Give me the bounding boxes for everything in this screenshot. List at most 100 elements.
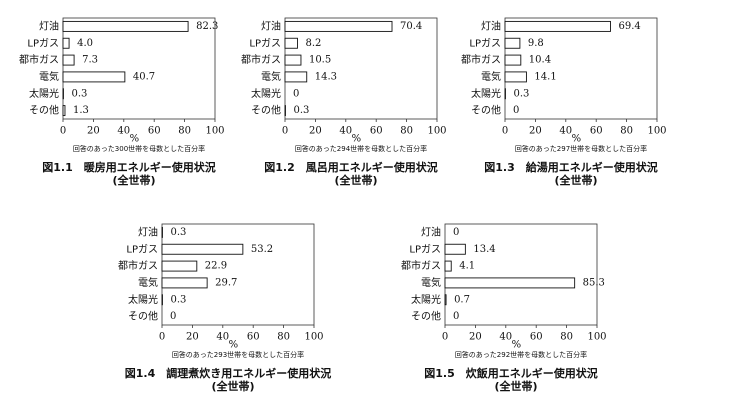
- x-tick-label: 60: [530, 332, 543, 343]
- x-tick-label: 40: [216, 332, 229, 343]
- category-label: 都市ガス: [118, 259, 158, 272]
- category-label: 灯油: [138, 225, 158, 238]
- x-tick-label: 0: [442, 332, 448, 343]
- value-label: 4.0: [77, 38, 93, 49]
- x-tick-label: 0: [282, 126, 288, 137]
- bar: [284, 37, 298, 49]
- x-tick-label: 40: [499, 332, 512, 343]
- x-axis-label: %: [130, 134, 140, 145]
- bar: [62, 105, 66, 117]
- value-label: 1.3: [73, 105, 89, 116]
- bar: [504, 54, 522, 66]
- category-label: 灯油: [39, 19, 59, 32]
- plot-frame: [284, 17, 438, 120]
- category-label: LPガス: [409, 243, 441, 255]
- chart-subtitle: (全世帯): [494, 379, 537, 393]
- note: 回答のあった297世帯を母数とした百分率: [515, 144, 647, 153]
- value-label: 82.3: [196, 21, 218, 32]
- value-label: 0: [513, 105, 519, 116]
- value-label: 0.3: [513, 88, 529, 99]
- category-label: 都市ガス: [19, 53, 59, 66]
- bar: [161, 243, 244, 255]
- value-label: 13.4: [473, 244, 495, 255]
- chart-title: 図1.3 給湯用エネルギー使用状況: [484, 160, 658, 174]
- category-label: LPガス: [126, 243, 158, 255]
- bar: [284, 54, 302, 66]
- x-tick-label: 0: [159, 332, 165, 343]
- x-tick-label: 100: [587, 332, 606, 343]
- category-label: その他: [251, 104, 281, 117]
- x-tick-label: 20: [529, 126, 542, 137]
- bar: [504, 37, 521, 49]
- value-label: 9.8: [528, 38, 544, 49]
- value-label: 69.4: [618, 21, 640, 32]
- chart-subtitle: (全世帯): [112, 173, 155, 187]
- value-label: 70.4: [400, 21, 422, 32]
- value-label: 0.3: [71, 88, 87, 99]
- bar: [444, 294, 447, 306]
- value-label: 14.1: [534, 71, 556, 82]
- x-tick-label: 100: [427, 126, 446, 137]
- x-tick-label: 40: [559, 126, 572, 137]
- x-tick-label: 40: [339, 126, 352, 137]
- note: 回答のあった300世帯を母数とした百分率: [73, 144, 205, 153]
- x-axis-label: %: [572, 134, 582, 145]
- x-tick-label: 0: [60, 126, 66, 137]
- note: 回答のあった294世帯を母数とした百分率: [295, 144, 427, 153]
- value-label: 8.2: [305, 38, 321, 49]
- value-label: 40.7: [133, 71, 155, 82]
- category-label: 太陽光: [251, 87, 281, 100]
- chart-title: 図1.5 炊飯用エネルギー使用状況: [424, 366, 598, 380]
- value-label: 10.5: [309, 55, 331, 66]
- bar: [62, 71, 126, 83]
- value-label: 0: [453, 311, 459, 322]
- value-label: 7.3: [82, 55, 98, 66]
- category-label: その他: [471, 104, 501, 117]
- x-tick-label: 20: [186, 332, 199, 343]
- x-tick-label: 60: [148, 126, 161, 137]
- x-tick-label: 40: [117, 126, 130, 137]
- bar: [62, 54, 75, 66]
- bar: [284, 20, 393, 32]
- x-tick-label: 100: [647, 126, 666, 137]
- chart-title: 図1.4 調理煮炊き用エネルギー使用状況: [125, 366, 332, 380]
- category-label: LPガス: [27, 37, 59, 49]
- category-label: 電気: [138, 276, 158, 289]
- category-label: その他: [411, 310, 441, 323]
- category-label: 灯油: [481, 19, 501, 32]
- chart-subtitle: (全世帯): [211, 379, 254, 393]
- value-label: 10.4: [529, 55, 551, 66]
- plot-frame: [444, 223, 598, 326]
- plot-frame: [62, 17, 216, 120]
- x-tick-label: 100: [205, 126, 224, 137]
- note: 回答のあった293世帯を母数とした百分率: [172, 350, 304, 359]
- category-label: LPガス: [469, 37, 501, 49]
- value-label: 4.1: [459, 261, 475, 272]
- x-tick-label: 80: [620, 126, 633, 137]
- x-tick-label: 60: [247, 332, 260, 343]
- value-label: 0: [293, 88, 299, 99]
- category-label: 太陽光: [128, 293, 158, 306]
- category-label: 電気: [261, 70, 281, 83]
- category-label: その他: [29, 104, 59, 117]
- value-label: 29.7: [215, 277, 237, 288]
- value-label: 0: [170, 311, 176, 322]
- chart-subtitle: (全世帯): [554, 173, 597, 187]
- x-axis-label: %: [512, 340, 522, 351]
- bar: [444, 277, 576, 289]
- x-axis-label: %: [229, 340, 239, 351]
- category-label: 都市ガス: [401, 259, 441, 272]
- bar: [444, 243, 466, 255]
- x-tick-label: 80: [277, 332, 290, 343]
- value-label: 0.7: [454, 294, 470, 305]
- chart-title: 図1.1 暖房用エネルギー使用状況: [42, 160, 216, 174]
- category-label: 灯油: [261, 19, 281, 32]
- bar: [62, 20, 189, 32]
- bar: [161, 277, 208, 289]
- category-label: LPガス: [249, 37, 281, 49]
- x-tick-label: 80: [560, 332, 573, 343]
- bar: [504, 71, 527, 83]
- category-label: 電気: [421, 276, 441, 289]
- category-label: その他: [128, 310, 158, 323]
